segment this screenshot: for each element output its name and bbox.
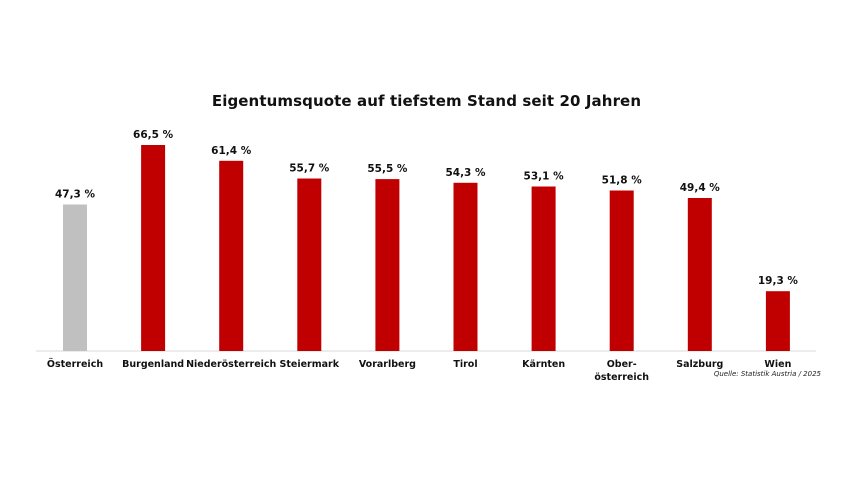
- category-label-5: Tirol: [453, 359, 477, 370]
- category-label-2: Niederösterreich: [186, 359, 276, 370]
- category-label-7: Ober-österreich: [594, 359, 649, 383]
- data-label-1: 66,5 %: [133, 129, 174, 141]
- bar-9: [765, 291, 790, 351]
- bar-1: [141, 145, 166, 351]
- category-label-1: Burgenland: [122, 359, 184, 370]
- data-label-7: 51,8 %: [602, 175, 643, 187]
- data-label-0: 47,3 %: [55, 189, 96, 201]
- chart-title: Eigentumsquote auf tiefstem Stand seit 2…: [211, 92, 642, 110]
- data-label-6: 53,1 %: [524, 171, 565, 183]
- category-label-3: Steiermark: [280, 359, 340, 370]
- category-label-0: Österreich: [47, 359, 103, 370]
- category-label-6: Kärnten: [522, 359, 565, 370]
- data-label-3: 55,7 %: [289, 163, 330, 175]
- bar-5: [453, 182, 478, 351]
- data-label-5: 54,3 %: [445, 167, 486, 179]
- bar-0: [63, 204, 87, 351]
- data-label-4: 55,5 %: [367, 163, 408, 175]
- category-label-4: Vorarlberg: [359, 359, 416, 370]
- bar-6: [531, 186, 556, 351]
- category-label-8: Salzburg: [676, 359, 723, 370]
- category-label-9: Wien: [764, 359, 791, 370]
- bar-7: [609, 190, 634, 351]
- bar-8: [687, 198, 712, 351]
- source-note: Quelle: Statistik Austria / 2025: [713, 370, 821, 378]
- data-label-8: 49,4 %: [680, 182, 721, 194]
- bar-4: [375, 179, 400, 351]
- bar-3: [297, 178, 322, 351]
- data-label-2: 61,4 %: [211, 145, 252, 157]
- bar-2: [219, 160, 244, 351]
- data-label-9: 19,3 %: [758, 275, 799, 287]
